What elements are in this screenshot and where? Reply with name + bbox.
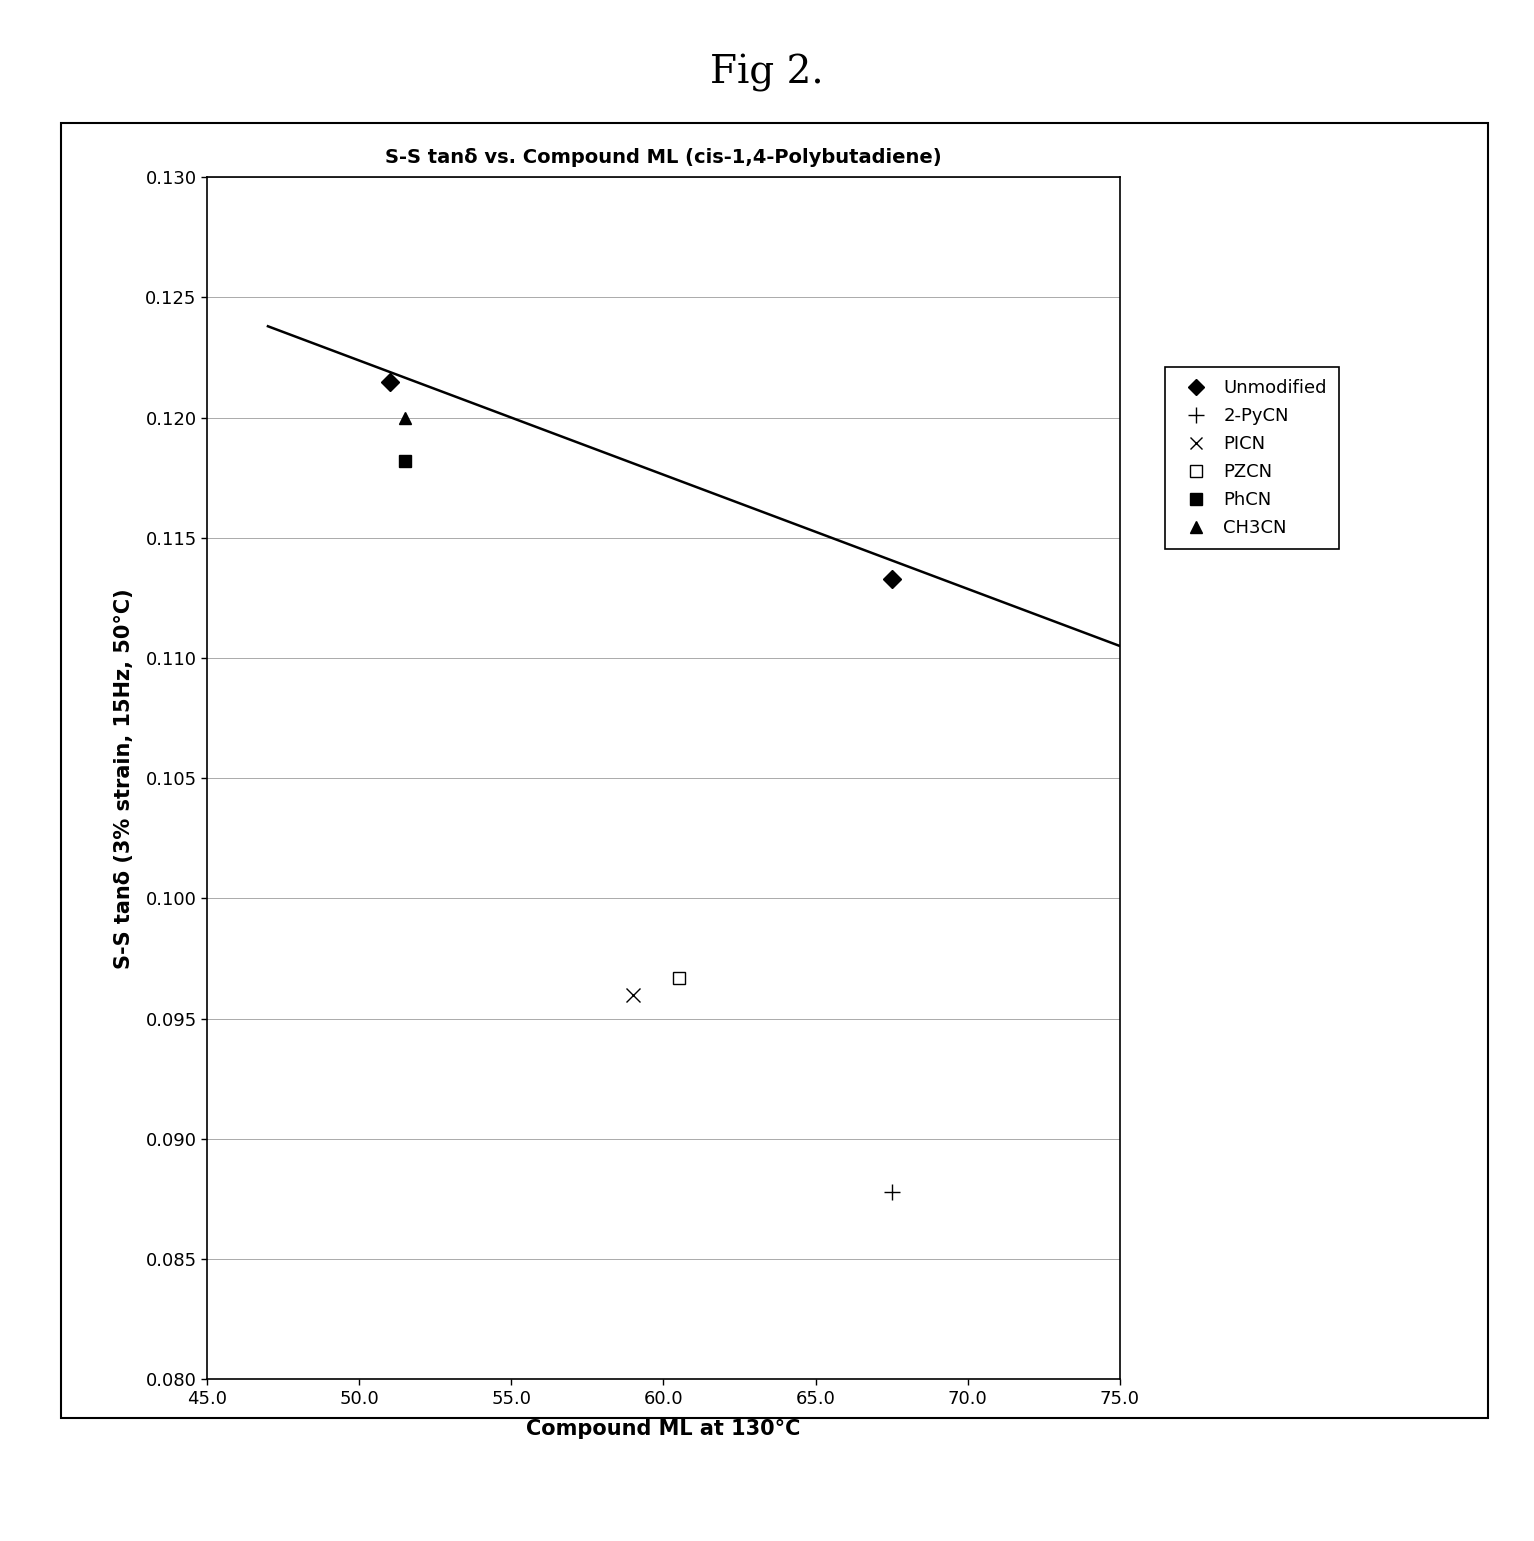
Title: S-S tanδ vs. Compound ML (cis-1,4-Polybutadiene): S-S tanδ vs. Compound ML (cis-1,4-Polybu…: [385, 148, 942, 168]
X-axis label: Compound ML at 130°C: Compound ML at 130°C: [526, 1419, 801, 1439]
Y-axis label: S-S tanδ (3% strain, 15Hz, 50°C): S-S tanδ (3% strain, 15Hz, 50°C): [114, 589, 133, 968]
Legend: Unmodified, 2-PyCN, PICN, PZCN, PhCN, CH3CN: Unmodified, 2-PyCN, PICN, PZCN, PhCN, CH…: [1166, 367, 1339, 550]
Text: Fig 2.: Fig 2.: [710, 54, 824, 92]
